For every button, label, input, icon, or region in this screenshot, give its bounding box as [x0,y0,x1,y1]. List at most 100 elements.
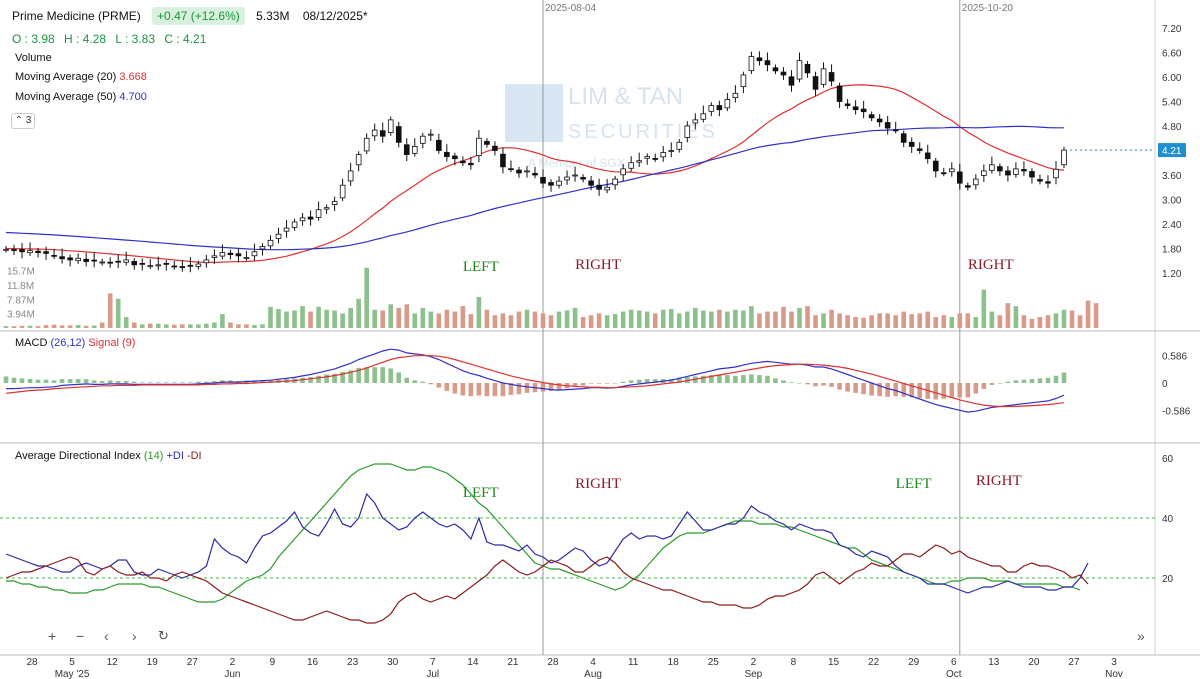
volume-value: 5.33M [256,9,290,23]
volume-bar [292,310,297,328]
macd-histogram-bar [1021,379,1027,383]
volume-bars [3,267,1099,328]
annotation-right: LEFT [896,476,932,492]
candle-body [965,185,971,188]
volume-bar [388,304,394,328]
volume-bar [997,315,1003,328]
candle-body [516,169,522,174]
macd-histogram-bar [668,379,674,383]
macd-histogram-bar [99,381,105,383]
candlestick [267,235,274,250]
x-day-label: 13 [988,657,1000,668]
volume-bar [781,306,786,328]
candlestick [3,246,9,253]
candle-body [275,233,282,239]
candlestick [684,121,691,143]
volume-bar [67,325,73,328]
candle-body [740,74,747,87]
candlestick [452,152,458,166]
x-day-label: 14 [467,657,479,668]
macd-tick-label: 0 [1162,379,1168,390]
x-day-label: 12 [107,657,119,668]
volume-bar [244,324,249,328]
candlestick [868,111,875,122]
macd-histogram-bar [652,379,658,383]
x-day-label: 2 [751,657,757,668]
reset-icon[interactable]: ↻ [158,628,169,643]
volume-bar [620,311,626,328]
collapse-legend-button[interactable]: ⌃ 3 [11,113,35,129]
candlestick [732,85,739,103]
macd-histogram-bar [131,381,137,383]
volume-bar [941,315,947,328]
volume-bar [564,310,570,328]
volume-bar [452,311,458,328]
macd-histogram-bar [123,381,129,383]
zoom-out-icon[interactable]: − [76,628,85,644]
candlestick [844,99,851,109]
candle-body [876,118,883,123]
candle-body [748,56,755,72]
volume-bar [893,315,898,328]
candlestick [163,260,170,271]
candle-body [620,168,626,176]
candlestick [339,178,346,202]
scroll-left-icon[interactable]: ‹ [104,628,109,644]
candlestick [876,114,883,127]
candle-body [508,168,514,171]
candlestick [27,242,33,256]
scroll-right-icon[interactable]: › [132,628,137,644]
x-day-label: 3 [1111,657,1117,668]
volume-bar [524,309,530,328]
candlestick [19,242,25,259]
macd-histogram-bar [1029,379,1035,383]
candle-body [548,182,554,186]
macd-histogram-bar [837,383,842,390]
volume-bar [3,326,9,328]
price-tick-label: 1.20 [1162,269,1182,280]
candlestick [660,146,667,162]
macd-histogram-bar [260,380,265,383]
candlestick [195,260,202,270]
candlestick [1053,161,1059,185]
candle-body [243,257,250,259]
candle-body [692,119,699,124]
volume-bar [693,307,698,328]
volume-bar [869,315,874,328]
candle-body [500,153,506,168]
macd-histogram-bar [388,368,394,383]
expand-right-icon[interactable]: » [1137,628,1145,644]
volume-bar [300,306,305,328]
macd-histogram-bar [853,383,858,393]
volume-bar [925,311,931,328]
candlestick [11,244,17,256]
macd-histogram-bar [372,367,377,383]
candle-body [387,119,394,133]
candlestick [484,138,490,148]
candle-body [780,71,787,76]
candle-body [267,239,274,247]
x-month-label: Jun [224,669,240,679]
candle-body [131,261,138,266]
volume-bar [1069,310,1075,328]
date-value: 08/12/2025* [302,9,368,23]
macd-histogram-bar [1045,377,1051,383]
x-day-label: 22 [868,657,880,668]
candle-body [403,144,410,155]
candle-body [428,133,434,136]
volume-bar [372,309,377,328]
x-day-label: 29 [908,657,920,668]
macd-histogram-bar [436,383,442,388]
volume-bar [123,317,129,328]
price-tick-label: 2.40 [1162,220,1182,231]
volume-bar [532,311,538,328]
macd-histogram-bar [147,382,153,383]
volume-bar [396,307,402,328]
candlestick [147,259,154,269]
candle-body [363,137,370,152]
macd-histogram-bar [628,380,634,383]
x-month-label: Nov [1105,669,1123,679]
candlestick [187,257,194,273]
zoom-in-icon[interactable]: + [48,628,57,644]
